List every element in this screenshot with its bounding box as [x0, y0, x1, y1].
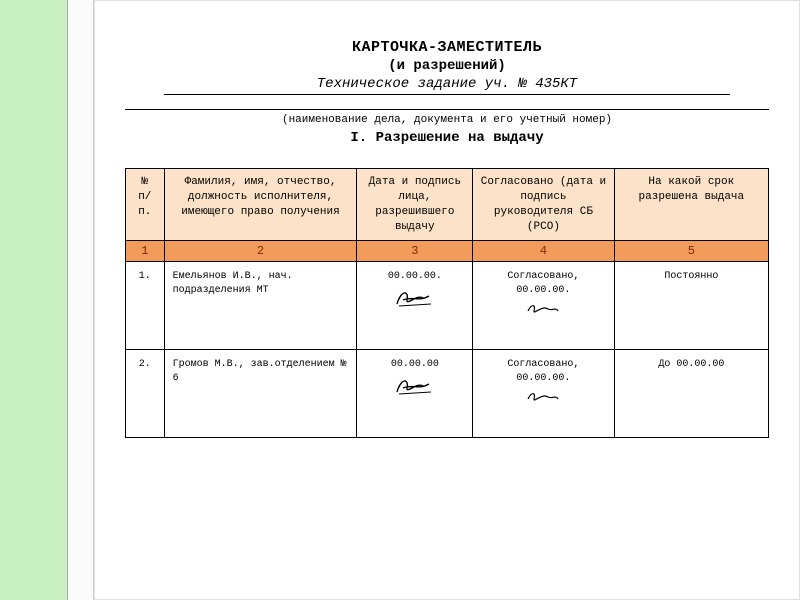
row1-date-text: 00.00.00.	[388, 271, 442, 282]
title-line-1: КАРТОЧКА-ЗАМЕСТИТЕЛЬ	[125, 39, 769, 56]
table-row: 1. Емельянов И.В., нач. подразделения МТ…	[126, 262, 769, 350]
table-row: 2. Громов М.В., зав.отделением № 6 00.00…	[126, 350, 769, 438]
cell-row1-date: 00.00.00.	[357, 262, 473, 350]
colnum-1: 1	[126, 241, 165, 262]
table-header-row: № п/п. Фамилия, имя, отчество, должность…	[126, 169, 769, 241]
colnum-4: 4	[473, 241, 614, 262]
naming-subtitle: (наименование дела, документа и его учет…	[125, 114, 769, 126]
cell-row1-name: Емельянов И.В., нач. подразделения МТ	[164, 262, 357, 350]
left-margin-strip	[68, 0, 94, 600]
col-header-date: Дата и подпись лица, разрешившего выдачу	[357, 169, 473, 241]
colnum-2: 2	[164, 241, 357, 262]
cell-row1-approved: Согласовано, 00.00.00.	[473, 262, 614, 350]
colnum-3: 3	[357, 241, 473, 262]
col-header-term: На какой срок разрешена выдача	[614, 169, 768, 241]
signature-icon	[479, 299, 607, 325]
cell-row2-date: 00.00.00	[357, 350, 473, 438]
horizontal-rule	[125, 109, 769, 110]
signature-icon	[363, 374, 466, 404]
col-header-name: Фамилия, имя, отчество, должность исполн…	[164, 169, 357, 241]
row1-approved-text: Согласовано, 00.00.00.	[507, 271, 579, 296]
colnum-5: 5	[614, 241, 768, 262]
signature-icon	[479, 387, 607, 413]
col-header-num: № п/п.	[126, 169, 165, 241]
cell-row2-num: 2.	[126, 350, 165, 438]
row2-approved-text: Согласовано, 00.00.00.	[507, 359, 579, 384]
section-heading: I. Разрешение на выдачу	[125, 130, 769, 146]
cell-row2-approved: Согласовано, 00.00.00.	[473, 350, 614, 438]
title-line-2: (и разрешений)	[125, 58, 769, 74]
cell-row2-name: Громов М.В., зав.отделением № 6	[164, 350, 357, 438]
title-line-3: Техническое задание уч. № 435КТ	[164, 76, 731, 95]
permissions-table: № п/п. Фамилия, имя, отчество, должность…	[125, 168, 769, 438]
signature-icon	[363, 286, 466, 316]
row2-date-text: 00.00.00	[391, 359, 439, 370]
table-number-row: 1 2 3 4 5	[126, 241, 769, 262]
cell-row1-term: Постоянно	[614, 262, 768, 350]
cell-row2-term: До 00.00.00	[614, 350, 768, 438]
cell-row1-num: 1.	[126, 262, 165, 350]
document-page: КАРТОЧКА-ЗАМЕСТИТЕЛЬ (и разрешений) Техн…	[94, 0, 800, 600]
left-green-sidebar	[0, 0, 68, 600]
col-header-approved: Согласовано (дата и подпись руководителя…	[473, 169, 614, 241]
page-container: КАРТОЧКА-ЗАМЕСТИТЕЛЬ (и разрешений) Техн…	[0, 0, 800, 600]
